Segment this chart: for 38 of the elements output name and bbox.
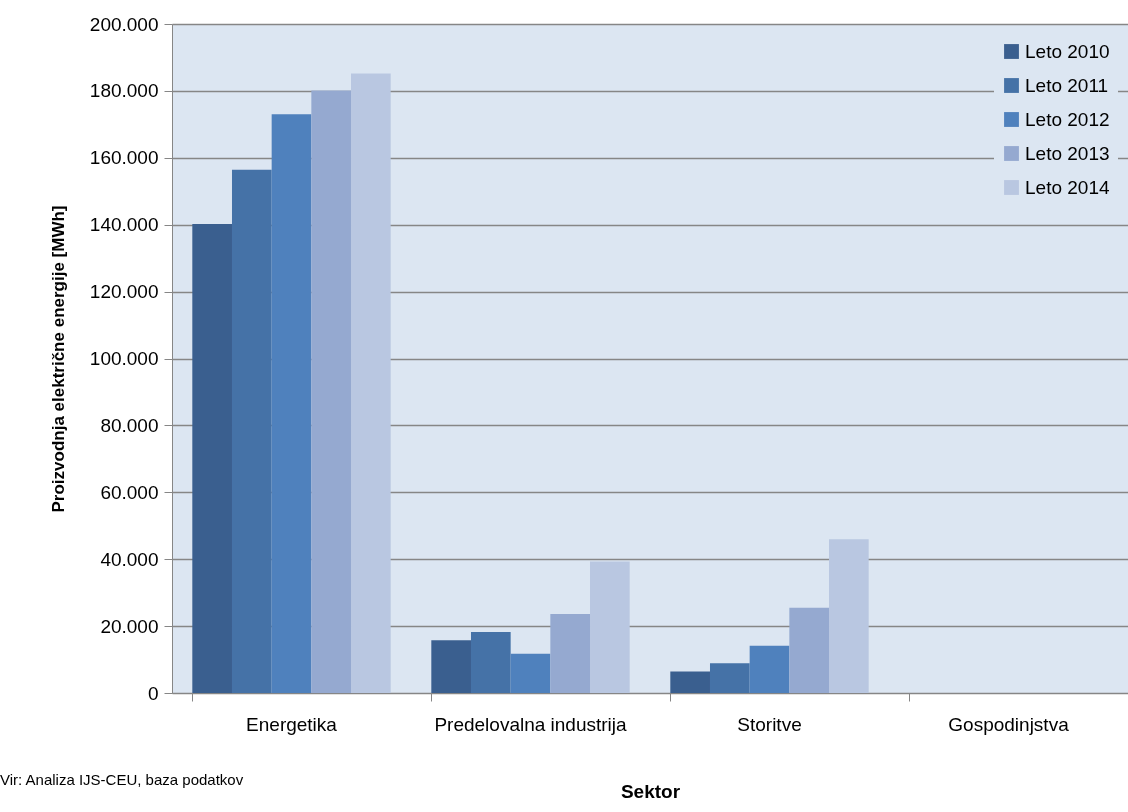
x-tick-label: Energetika [246, 713, 338, 735]
bar [510, 653, 551, 693]
bar [709, 663, 750, 693]
bar [749, 645, 790, 693]
legend-label: Leto 2011 [1025, 74, 1109, 96]
legend-label: Leto 2014 [1025, 176, 1110, 198]
y-tick-label: 120.000 [89, 281, 159, 303]
bar [550, 614, 591, 693]
bar [670, 671, 710, 693]
y-tick-label: 160.000 [89, 147, 159, 169]
x-axis-title: Sektor [620, 780, 681, 802]
y-tick-label: 60.000 [100, 481, 159, 503]
bar [231, 169, 272, 693]
x-tick-label: Predelovalna industrija [434, 713, 628, 735]
text: Vir: Analiza IJS-CEU, baza podatkov [0, 771, 244, 788]
y-tick-label: 200.000 [89, 13, 159, 35]
bar [829, 539, 869, 693]
bar [590, 561, 630, 693]
legend-label: Leto 2013 [1025, 142, 1110, 164]
y-tick-label: 0 [147, 682, 159, 704]
bar [789, 607, 830, 693]
y-tick-label: 20.000 [100, 615, 159, 637]
y-axis-title: Proizvodnja električne energije [MWh] [48, 205, 68, 513]
y-tick-label: 80.000 [100, 414, 159, 436]
y-tick-label: 180.000 [89, 80, 159, 102]
bar [470, 632, 511, 693]
legend-label: Leto 2010 [1025, 40, 1110, 62]
y-tick-label: 40.000 [100, 548, 159, 570]
bar [311, 90, 352, 693]
bar [271, 114, 312, 693]
legend-label: Leto 2012 [1025, 108, 1110, 130]
y-tick-label: 140.000 [89, 214, 159, 236]
bar [431, 640, 471, 693]
bar [351, 73, 391, 693]
x-tick-label: Storitve [737, 713, 802, 735]
bar [192, 224, 232, 693]
x-tick-label: Gospodinjstva [948, 713, 1070, 735]
y-tick-label: 100.000 [89, 348, 159, 369]
